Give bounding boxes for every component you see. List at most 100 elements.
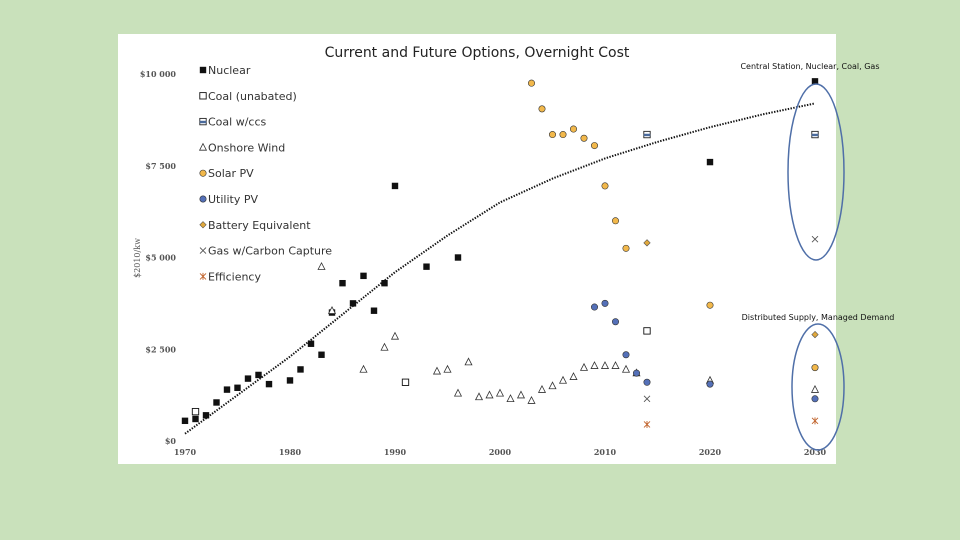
point-onshore-wind: [317, 262, 326, 270]
point-nuclear: [360, 272, 367, 280]
point-onshore-wind: [611, 361, 620, 369]
legend-marker-coal-unabated: [199, 92, 207, 100]
point-onshore-wind: [579, 362, 589, 371]
legend-label-battery-equivalent: Battery Equivalent: [208, 219, 311, 232]
point-onshore-wind: [380, 342, 389, 351]
point-nuclear: [370, 307, 378, 314]
point-coal-unabated: [401, 378, 410, 386]
y-tick-label: $0: [165, 436, 177, 446]
point-coal-unabated: [191, 407, 200, 416]
axes: $0 $2 500 $5 000 $7 500 $10 000 1970 1980 1990 2…: [140, 69, 827, 457]
y-tick-label: $7 500: [145, 161, 176, 171]
point-onshore-wind: [485, 390, 494, 399]
point-onshore-wind: [600, 361, 610, 369]
point-utility-pv: [590, 303, 598, 311]
point-nuclear: [349, 300, 357, 307]
y-axis-label: $2010/kw: [133, 238, 142, 278]
point-solar-pv: [559, 131, 567, 139]
point-coal-unabated: [643, 327, 651, 335]
legend-marker-coal-w-ccs: [199, 117, 207, 126]
legend-marker-gas-w-carbon-capture: [199, 247, 207, 254]
point-utility-pv: [811, 395, 819, 403]
point-battery-equivalent: [811, 330, 819, 339]
point-solar-pv: [601, 182, 609, 190]
point-utility-pv: [643, 378, 651, 386]
point-onshore-wind: [548, 381, 557, 390]
point-coal-w-ccs: [811, 130, 819, 139]
legend-marker-battery-equivalent: [199, 221, 207, 229]
point-utility-pv: [632, 369, 640, 377]
point-onshore-wind: [443, 364, 452, 373]
legend: Nuclear Coal (unabated) Coal w/ccs Onshore …: [198, 64, 332, 283]
x-tick-label: 2010: [594, 447, 617, 457]
x-tick-label: 2030: [804, 447, 827, 457]
point-solar-pv: [580, 134, 588, 142]
legend-label-gas-w-carbon-capture: Gas w/Carbon Capture: [208, 245, 332, 258]
point-nuclear: [234, 384, 241, 391]
point-solar-pv: [611, 217, 619, 225]
point-utility-pv: [622, 351, 630, 359]
point-nuclear: [391, 182, 399, 190]
legend-label-solar-pv: Solar PV: [208, 167, 254, 180]
point-nuclear: [307, 340, 315, 347]
trendline: [184, 102, 816, 435]
point-onshore-wind: [810, 384, 820, 393]
point-onshore-wind: [474, 392, 484, 401]
point-solar-pv: [706, 301, 714, 309]
point-efficiency: [811, 417, 819, 425]
x-tick-label: 2000: [489, 447, 512, 457]
point-efficiency: [643, 420, 651, 428]
x-tick-label: 1990: [384, 447, 407, 457]
trendline-path: [184, 102, 816, 435]
point-gas-w-carbon-capture: [811, 235, 819, 243]
point-nuclear: [181, 417, 189, 425]
point-nuclear: [297, 366, 304, 373]
point-onshore-wind: [495, 388, 505, 397]
point-nuclear: [706, 158, 714, 166]
x-tick-label: 2020: [699, 447, 722, 457]
point-onshore-wind: [516, 390, 526, 399]
legend-label-utility-pv: Utility PV: [208, 193, 258, 206]
point-onshore-wind: [453, 388, 463, 397]
point-gas-w-carbon-capture: [643, 395, 651, 403]
point-nuclear: [265, 380, 273, 388]
point-onshore-wind: [390, 331, 400, 340]
point-battery-equivalent: [643, 239, 651, 247]
legend-marker-efficiency: [199, 272, 207, 280]
legend-label-nuclear: Nuclear: [208, 64, 251, 77]
point-utility-pv: [706, 380, 714, 388]
point-solar-pv: [527, 79, 535, 87]
point-nuclear: [381, 279, 388, 287]
legend-marker-utility-pv: [199, 195, 207, 203]
point-nuclear: [223, 386, 231, 393]
point-onshore-wind: [527, 395, 536, 404]
chart-title: Current and Future Options, Overnight Co…: [325, 45, 630, 61]
point-nuclear: [423, 263, 430, 270]
highlight-ellipse-central: [787, 83, 845, 261]
point-onshore-wind: [359, 364, 368, 373]
point-solar-pv: [548, 131, 556, 139]
legend-label-coal-unabated: Coal (unabated): [208, 90, 297, 103]
annotation-distributed-supply: Distributed Supply, Managed Demand: [742, 313, 895, 322]
point-onshore-wind: [327, 306, 337, 314]
point-onshore-wind: [537, 384, 547, 393]
point-onshore-wind: [432, 366, 442, 375]
highlight-ellipse-distributed: [791, 323, 845, 451]
point-solar-pv: [569, 125, 577, 133]
point-nuclear: [202, 412, 210, 419]
point-solar-pv: [590, 142, 598, 150]
legend-marker-nuclear: [199, 66, 207, 74]
y-tick-label: $5 000: [145, 253, 176, 263]
point-nuclear: [255, 371, 262, 379]
legend-marker-solar-pv: [199, 169, 207, 177]
point-nuclear: [192, 415, 199, 423]
plot-background: [118, 34, 836, 464]
data-points: [181, 78, 820, 428]
point-nuclear: [339, 279, 346, 287]
point-solar-pv: [538, 105, 546, 113]
point-nuclear: [454, 254, 462, 261]
point-onshore-wind: [590, 361, 599, 369]
point-nuclear: [244, 375, 252, 382]
x-tick-label: 1970: [174, 447, 197, 457]
